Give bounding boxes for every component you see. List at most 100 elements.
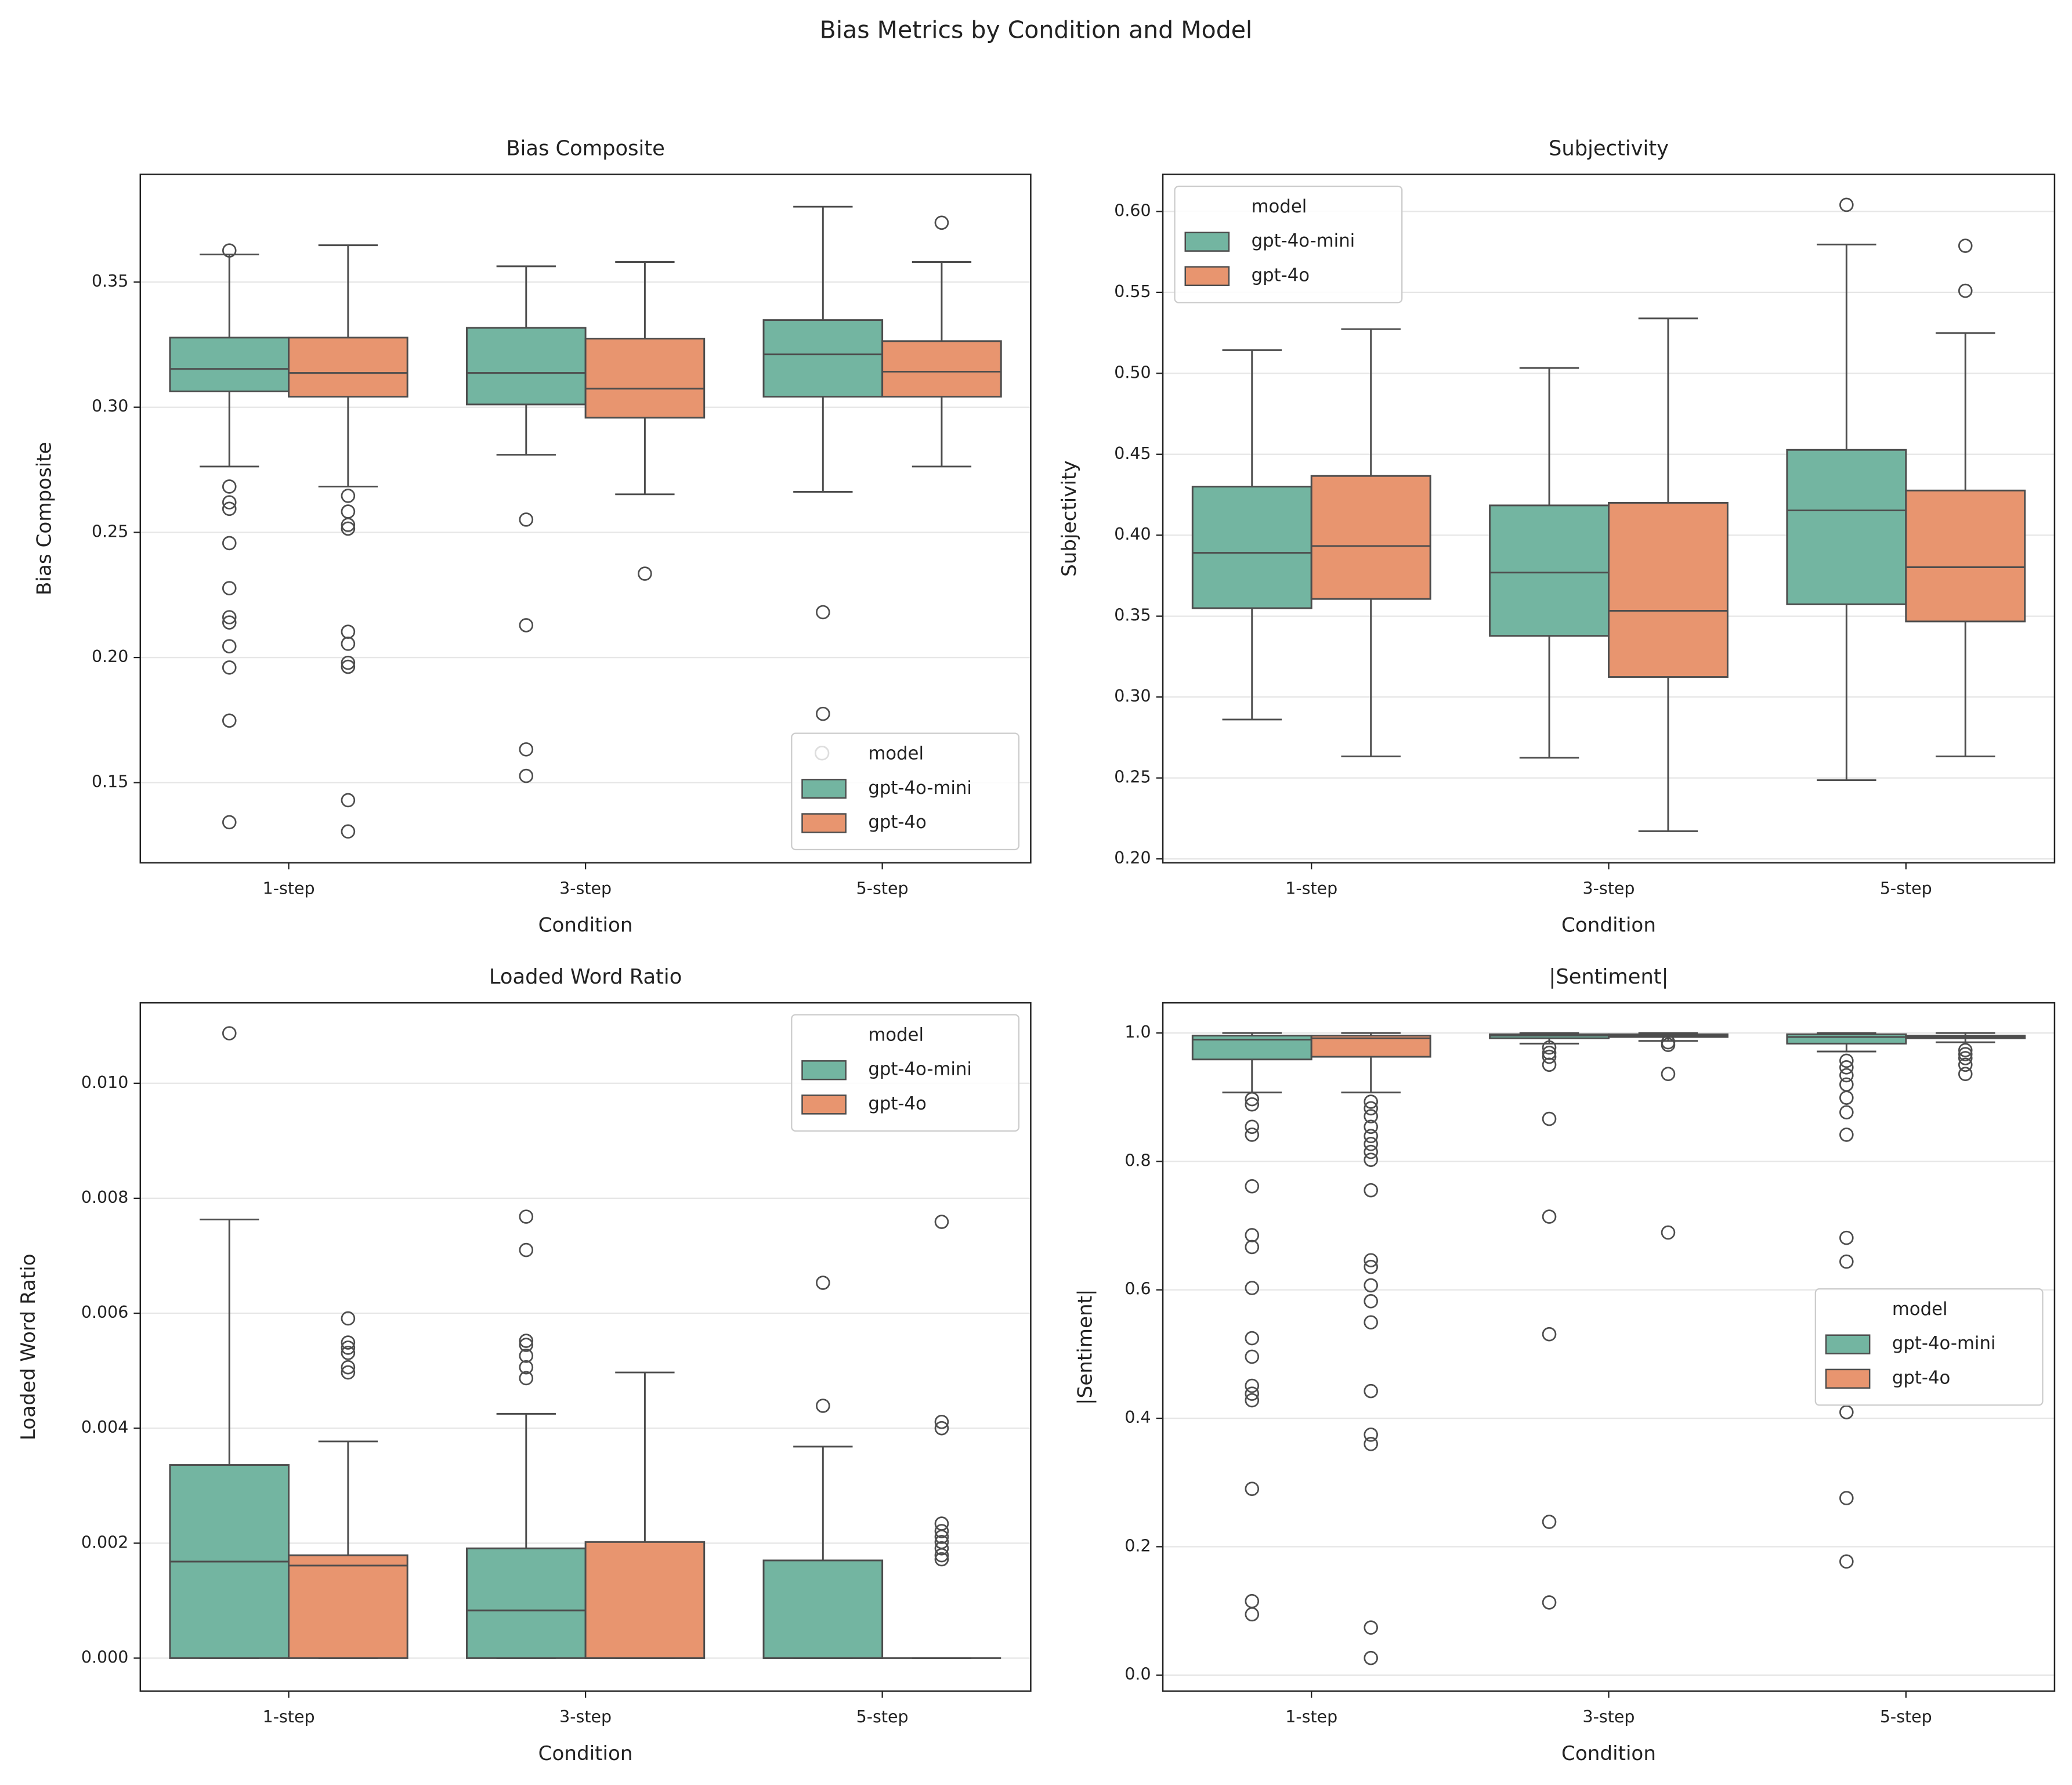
- legend-label: gpt-4o: [1892, 1367, 1950, 1388]
- outlier: [341, 824, 356, 839]
- outlier: [341, 1365, 356, 1380]
- box-group: [762, 205, 884, 721]
- box: [584, 1541, 706, 1659]
- outlier: [519, 1334, 534, 1348]
- outlier: [222, 1026, 237, 1040]
- outlier: [934, 1414, 949, 1429]
- legend-swatch: [801, 779, 847, 799]
- subplot-title: Subjectivity: [1549, 136, 1669, 160]
- y-tick-label: 0.8: [1124, 1151, 1151, 1170]
- outlier: [1542, 1327, 1557, 1342]
- outlier: [222, 660, 237, 675]
- legend-title: model: [1252, 196, 1307, 217]
- outlier: [341, 1346, 356, 1360]
- box: [288, 1554, 408, 1659]
- outlier: [1364, 1119, 1378, 1134]
- legend-label: gpt-4o-mini: [868, 1059, 972, 1080]
- box-group: [1786, 1032, 1907, 1569]
- box: [1905, 489, 2026, 623]
- y-tick-label: 0.35: [92, 272, 128, 291]
- outlier: [934, 215, 949, 230]
- outlier: [341, 518, 356, 532]
- box-group: [1310, 1032, 1431, 1665]
- outlier: [222, 639, 237, 653]
- outlier: [1364, 1183, 1378, 1198]
- outlier: [934, 1421, 949, 1436]
- box: [762, 319, 884, 398]
- axes-frame: [139, 174, 1032, 864]
- outlier: [519, 768, 534, 783]
- outlier: [1958, 1047, 1973, 1061]
- y-tick-label: 0.25: [92, 522, 128, 541]
- y-tick-label: 0.55: [1114, 282, 1151, 301]
- outlier: [1364, 1383, 1378, 1399]
- outlier: [1542, 1040, 1557, 1055]
- outlier: [222, 581, 237, 595]
- outlier: [1245, 1179, 1260, 1194]
- figure-title: Bias Metrics by Condition and Model: [820, 16, 1253, 44]
- outlier: [1245, 1092, 1260, 1107]
- x-tick-label: 5-step: [1880, 1707, 1932, 1726]
- outlier: [1245, 1349, 1260, 1364]
- outlier: [1245, 1240, 1260, 1255]
- outlier: [341, 1340, 356, 1355]
- box-group: [1608, 1032, 1729, 1240]
- y-tick-label: 0.2: [1124, 1536, 1151, 1555]
- outlier: [1958, 1043, 1973, 1057]
- outlier: [1364, 1427, 1378, 1442]
- box-group: [1786, 197, 1907, 782]
- x-tick-label: 3-step: [559, 879, 612, 898]
- legend-swatch: [1825, 1334, 1871, 1354]
- outlier: [222, 610, 237, 624]
- outlier: [341, 637, 356, 651]
- outlier: [1542, 1049, 1557, 1064]
- y-tick-label: 0.4: [1124, 1408, 1151, 1427]
- x-tick-label: 1-step: [1285, 1707, 1337, 1726]
- outlier: [1839, 1230, 1854, 1245]
- y-axis-label: Subjectivity: [1058, 460, 1081, 576]
- legend-title-marker: [814, 746, 830, 761]
- box: [1608, 501, 1729, 678]
- outlier: [1542, 1515, 1557, 1529]
- outlier: [1958, 1057, 1973, 1072]
- x-tick-label: 1-step: [263, 879, 315, 898]
- y-tick-label: 0.004: [81, 1418, 128, 1437]
- subplot-title: Loaded Word Ratio: [489, 965, 682, 989]
- outlier: [222, 713, 237, 728]
- y-tick-label: 0.25: [1114, 768, 1151, 787]
- outlier: [1542, 1595, 1557, 1610]
- subplot-title: |Sentiment|: [1549, 965, 1668, 989]
- legend-swatch: [801, 813, 847, 833]
- box-group: [1489, 367, 1610, 759]
- outlier: [1245, 1393, 1260, 1408]
- box: [466, 1547, 587, 1659]
- box-group: [1489, 1032, 1610, 1610]
- legend-label: gpt-4o-mini: [868, 778, 972, 798]
- y-tick-label: 0.000: [81, 1647, 128, 1667]
- outlier: [1364, 1315, 1378, 1330]
- legend-swatch: [1184, 266, 1230, 287]
- y-tick-label: 0.50: [1114, 363, 1151, 382]
- outlier: [1839, 1090, 1854, 1105]
- box: [1310, 475, 1431, 600]
- box-group: [1608, 317, 1729, 832]
- subplot-title: Bias Composite: [506, 136, 665, 160]
- y-tick-label: 0.20: [92, 647, 128, 666]
- x-axis-label: Condition: [538, 914, 633, 937]
- box-group: [1191, 349, 1312, 721]
- box: [466, 327, 587, 406]
- outlier: [1245, 1128, 1260, 1142]
- outlier: [1839, 1491, 1854, 1505]
- outlier: [1364, 1152, 1378, 1167]
- outlier: [1542, 1057, 1557, 1072]
- axes-frame: [1162, 174, 2056, 864]
- outlier: [519, 512, 534, 527]
- x-tick-label: 3-step: [559, 1707, 612, 1726]
- outlier: [1542, 1209, 1557, 1224]
- outlier: [1542, 1046, 1557, 1060]
- outlier: [1958, 1067, 1973, 1082]
- outlier: [1364, 1094, 1378, 1109]
- box: [1786, 449, 1907, 605]
- outlier: [1245, 1281, 1260, 1295]
- outlier: [1364, 1144, 1378, 1159]
